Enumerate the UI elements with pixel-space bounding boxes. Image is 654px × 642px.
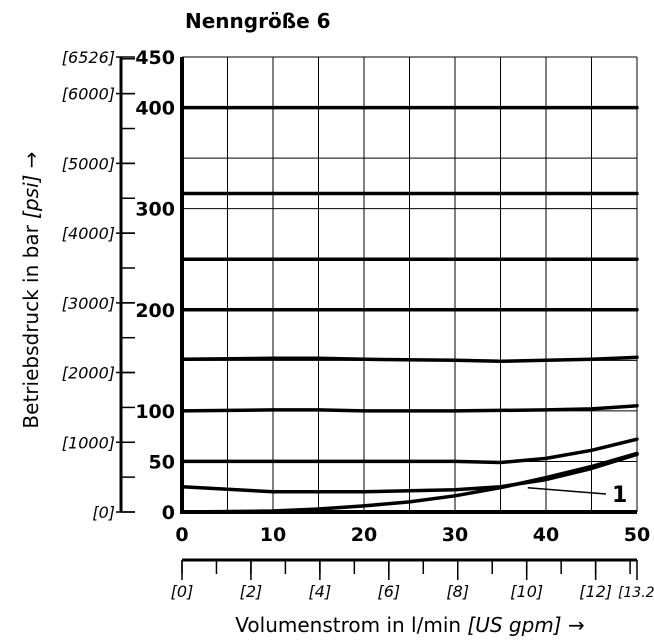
secondary-y-tick-label: [1000] (62, 433, 115, 452)
secondary-x-tick-label: [12] (579, 582, 612, 601)
secondary-x-tick-label: [13.2] (618, 585, 654, 601)
x-tick-label: 0 (175, 524, 188, 546)
secondary-x-tick-label: [0] (171, 582, 194, 601)
series-line-5 (180, 355, 639, 364)
secondary-y-tick-label: [0] (92, 503, 115, 522)
secondary-x-tick-label: [6] (377, 582, 400, 601)
x-tick-label: 40 (533, 524, 559, 546)
tick-labels: [0] [1000] [2000] [3000] [4000] [5000] [6000] [… (62, 47, 654, 601)
annotation-leader (527, 486, 607, 495)
secondary-y-tick-label: [6526] (62, 48, 115, 67)
y-axis-unit: [psi] → (19, 151, 43, 218)
secondary-y-tick-label: [2000] (62, 364, 115, 383)
x-tick-label: 10 (260, 524, 286, 546)
secondary-y-tick-label: [4000] (62, 224, 115, 243)
secondary-y-tick-label: [6000] (62, 85, 115, 104)
series-line-8 (180, 452, 639, 494)
y-axis-label-text: Betriebsdruck in bar (19, 224, 43, 428)
series-line-6 (180, 404, 639, 413)
series-line-7 (180, 437, 639, 465)
grid (181, 56, 638, 513)
secondary-x-tick-label: [10] (510, 582, 543, 601)
y-tick-label: 300 (135, 199, 175, 221)
y-tick-label: 200 (135, 300, 175, 322)
y-axis-label: Betriebsdruck in bar [psi] → (19, 151, 43, 428)
x-tick-label: 20 (351, 524, 377, 546)
chart-title: Nenngröße 6 (185, 9, 331, 33)
y-tick-label: 450 (135, 47, 175, 69)
secondary-x-tick-label: [4] (309, 582, 332, 601)
y-tick-label: 0 (162, 502, 175, 524)
x-axis-label-text: Volumenstrom in l/min (235, 613, 461, 637)
y-tick-label: 50 (149, 451, 175, 473)
secondary-x-tick-label: [8] (446, 582, 469, 601)
secondary-y-tick-label: [3000] (62, 294, 115, 313)
x-axis-unit: [US gpm] → (467, 613, 584, 637)
annotation-label: 1 (612, 483, 627, 508)
axes (116, 56, 638, 580)
secondary-x-tick-label: [2] (240, 582, 263, 601)
secondary-y-tick-label: [5000] (62, 154, 115, 173)
y-tick-label: 100 (135, 401, 175, 423)
series-group (180, 105, 639, 514)
x-tick-label: 30 (442, 524, 468, 546)
y-tick-label: 400 (135, 98, 175, 120)
x-tick-label: 50 (624, 524, 650, 546)
x-axis-label: Volumenstrom in l/min [US gpm] → (235, 613, 584, 637)
